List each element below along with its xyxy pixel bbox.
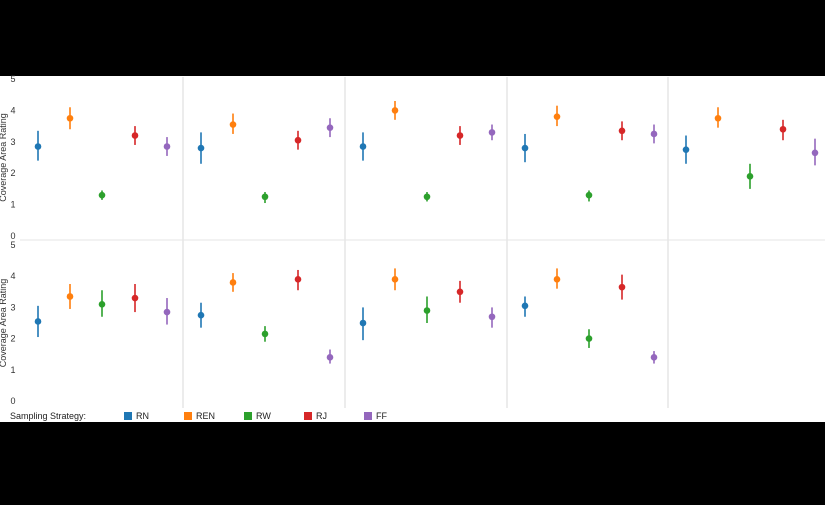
point-ff	[326, 354, 334, 361]
panel-r0-c4	[682, 107, 819, 189]
point-rw	[585, 335, 593, 342]
legend-label-ff: FF	[376, 411, 387, 421]
point-ren	[66, 114, 74, 122]
y-tick-label: 3	[10, 137, 15, 147]
legend-label-rn: RN	[136, 411, 149, 421]
legend-swatch-rn	[124, 412, 132, 420]
y-tick-label: 4	[10, 105, 15, 115]
panel-r0-c1	[197, 113, 334, 204]
point-rw	[261, 193, 269, 201]
panel-r0-c0	[34, 107, 171, 200]
panel-r1-c2	[359, 268, 496, 341]
point-rn	[197, 144, 205, 152]
point-ff	[488, 129, 496, 136]
legend-swatch-ff	[364, 412, 372, 420]
point-ren	[553, 113, 561, 120]
point-rj	[456, 132, 464, 139]
point-rw	[585, 191, 593, 199]
y-tick-label: 4	[10, 271, 15, 281]
point-ff	[811, 149, 819, 157]
y-axis-label: Coverage Area Rating	[0, 279, 8, 368]
legend-label-ren: REN	[196, 411, 215, 421]
legend-label-rj: RJ	[316, 411, 327, 421]
panel-r1-c0	[34, 284, 171, 338]
point-ren	[714, 114, 722, 122]
point-ren	[229, 121, 237, 128]
y-tick-label: 2	[10, 168, 15, 178]
point-rn	[359, 319, 367, 327]
y-tick-label: 3	[10, 302, 15, 312]
point-rj	[294, 136, 302, 144]
y-tick-label: 1	[10, 365, 15, 375]
point-rj	[618, 283, 626, 291]
plot-background	[0, 76, 825, 422]
point-ff	[650, 130, 658, 138]
point-ff	[326, 124, 334, 131]
point-ren	[229, 279, 237, 286]
point-ren	[391, 107, 399, 114]
y-tick-label: 1	[10, 200, 15, 210]
point-rn	[682, 146, 690, 153]
legend-swatch-ren	[184, 412, 192, 420]
point-rn	[34, 143, 42, 150]
point-rj	[618, 127, 626, 135]
point-ff	[488, 313, 496, 321]
legend: Sampling Strategy: RN REN RW RJ FF	[10, 411, 387, 421]
y-tick-label: 0	[10, 231, 15, 241]
panel-r0-c3	[521, 105, 658, 202]
point-rw	[98, 191, 106, 199]
legend-swatch-rw	[244, 412, 252, 420]
point-rw	[261, 330, 269, 338]
point-rn	[34, 318, 42, 325]
point-ff	[650, 354, 658, 361]
y-tick-label: 5	[10, 240, 15, 250]
panel-grid: 0 1 2 3 4 5 Coverage Area Rating 0 1 2 3 4 5 Coverage…	[0, 74, 825, 408]
point-rn	[521, 302, 529, 310]
point-rn	[197, 311, 205, 319]
point-rj	[456, 288, 464, 296]
y-tick-label: 0	[10, 396, 15, 406]
point-rw	[746, 173, 754, 180]
point-rn	[521, 144, 529, 152]
point-rw	[423, 307, 431, 314]
point-ren	[553, 276, 561, 283]
point-rj	[294, 276, 302, 283]
point-rj	[779, 125, 787, 133]
y-axis-label: Coverage Area Rating	[0, 113, 8, 202]
legend-swatch-rj	[304, 412, 312, 420]
point-rj	[131, 132, 139, 139]
point-rj	[131, 294, 139, 302]
y-tick-label: 5	[10, 74, 15, 84]
point-rw	[98, 300, 106, 308]
point-ren	[66, 293, 74, 300]
panel-r1-c1	[197, 269, 334, 364]
point-ren	[391, 276, 399, 283]
panel-r1-c3	[521, 268, 658, 364]
point-ff	[163, 143, 171, 150]
panel-r0-c2	[359, 100, 496, 202]
point-rn	[359, 143, 367, 150]
legend-title: Sampling Strategy:	[10, 411, 86, 421]
legend-label-rw: RW	[256, 411, 271, 421]
point-ff	[163, 308, 171, 316]
point-rw	[423, 193, 431, 201]
y-tick-label: 2	[10, 334, 15, 344]
